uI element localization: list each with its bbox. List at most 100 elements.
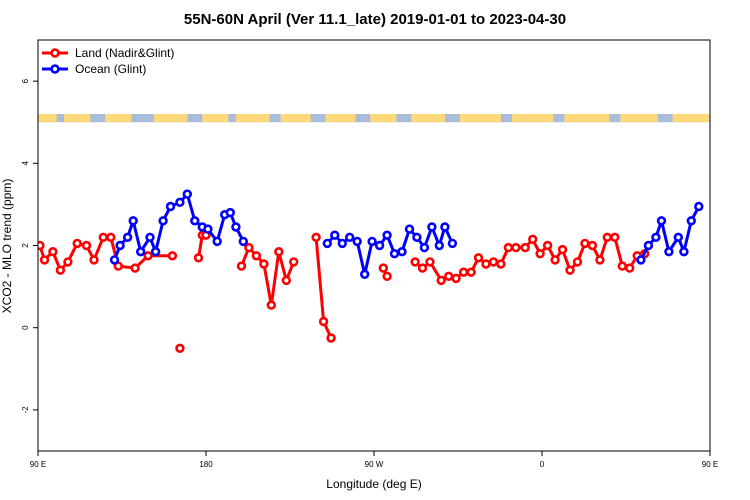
x-tick-label: 90 W: [365, 460, 384, 469]
data-point: [330, 230, 340, 240]
legend-item: Ocean (Glint): [42, 62, 146, 76]
data-point: [473, 253, 484, 263]
land-band-segment: [280, 113, 311, 123]
data-point: [39, 255, 50, 265]
data-point: [322, 238, 332, 249]
legend-item: Land (Nadir&Glint): [42, 46, 174, 60]
y-tick-label: 0: [21, 325, 30, 330]
data-point: [673, 232, 683, 243]
data-point: [281, 275, 291, 286]
data-point: [367, 236, 377, 247]
legend-marker: [50, 64, 60, 74]
land-band-segment: [512, 113, 554, 123]
data-point: [664, 247, 674, 257]
y-tick-label: -2: [21, 406, 30, 414]
land-band-segment: [672, 113, 710, 123]
data-point: [289, 257, 299, 267]
data-point: [345, 232, 355, 243]
data-point: [158, 216, 168, 226]
data-point: [587, 240, 598, 251]
data-point: [113, 261, 124, 271]
data-point: [656, 216, 667, 226]
land-band-segment: [620, 113, 658, 123]
data-point: [115, 240, 125, 251]
land-band-segment: [564, 113, 610, 123]
data-point: [643, 240, 654, 251]
data-point: [679, 247, 689, 257]
data-point: [694, 201, 704, 212]
data-point: [193, 253, 204, 263]
data-point: [503, 242, 514, 253]
data-point: [425, 257, 435, 267]
data-point: [48, 247, 58, 257]
data-point: [175, 343, 185, 353]
data-point: [481, 259, 491, 269]
land-band-segment: [459, 113, 501, 123]
chart-title: 55N-60N April (Ver 11.1_late) 2019-01-01…: [184, 11, 566, 28]
data-point: [527, 234, 538, 245]
y-axis: -2 0 2 4 6: [21, 78, 38, 413]
data-point: [511, 242, 521, 253]
data-point: [602, 232, 612, 243]
land-band-segment: [235, 113, 270, 123]
data-point: [417, 263, 428, 273]
x-axis: 90 E 180 90 W 0 90 E: [30, 451, 718, 469]
data-point: [397, 247, 407, 257]
data-point: [236, 261, 247, 271]
data-point: [175, 197, 185, 208]
data-point: [535, 249, 545, 259]
data-point: [624, 263, 635, 273]
data-point: [244, 242, 254, 253]
series-land: [38, 230, 650, 353]
legend: Land (Nadir&Glint) Ocean (Glint): [42, 46, 174, 76]
data-point: [451, 273, 461, 284]
data-point: [580, 238, 590, 249]
data-point: [225, 207, 236, 218]
y-tick-label: 2: [21, 243, 30, 248]
data-point: [165, 201, 176, 212]
land-band-segment: [202, 113, 229, 123]
data-point: [565, 265, 575, 275]
data-point: [651, 232, 661, 243]
data-point: [419, 242, 430, 253]
data-point: [89, 255, 99, 265]
land-band-segment: [64, 113, 91, 123]
data-point: [488, 257, 499, 267]
data-point: [122, 232, 133, 243]
data-point: [311, 232, 321, 243]
data-point: [412, 232, 422, 243]
land-band-segment: [411, 113, 445, 123]
data-point: [259, 259, 269, 269]
data-point: [337, 238, 347, 249]
data-point: [203, 224, 213, 234]
data-point: [686, 216, 696, 226]
data-point: [150, 247, 161, 257]
data-point: [440, 222, 450, 232]
data-point: [251, 251, 262, 261]
data-point: [326, 333, 336, 343]
data-point: [520, 242, 530, 253]
plot-area: [37, 39, 711, 452]
data-point: [360, 269, 370, 279]
series-ocean: [109, 189, 704, 279]
data-point: [378, 263, 388, 273]
data-point: [266, 300, 276, 310]
data-point: [212, 236, 222, 247]
data-point: [572, 257, 583, 267]
data-point: [382, 271, 392, 281]
data-point: [109, 255, 120, 265]
data-point: [557, 244, 568, 255]
data-point: [72, 238, 82, 249]
data-point: [98, 232, 109, 243]
data-point: [617, 261, 627, 271]
data-point: [382, 230, 392, 240]
data-point: [389, 249, 400, 259]
data-point: [542, 240, 553, 251]
data-point: [190, 216, 200, 226]
data-point: [274, 247, 284, 257]
data-point: [352, 236, 362, 247]
land-band-segment: [325, 113, 356, 123]
data-point: [143, 251, 153, 261]
x-axis-label: Longitude (deg E): [326, 477, 421, 491]
